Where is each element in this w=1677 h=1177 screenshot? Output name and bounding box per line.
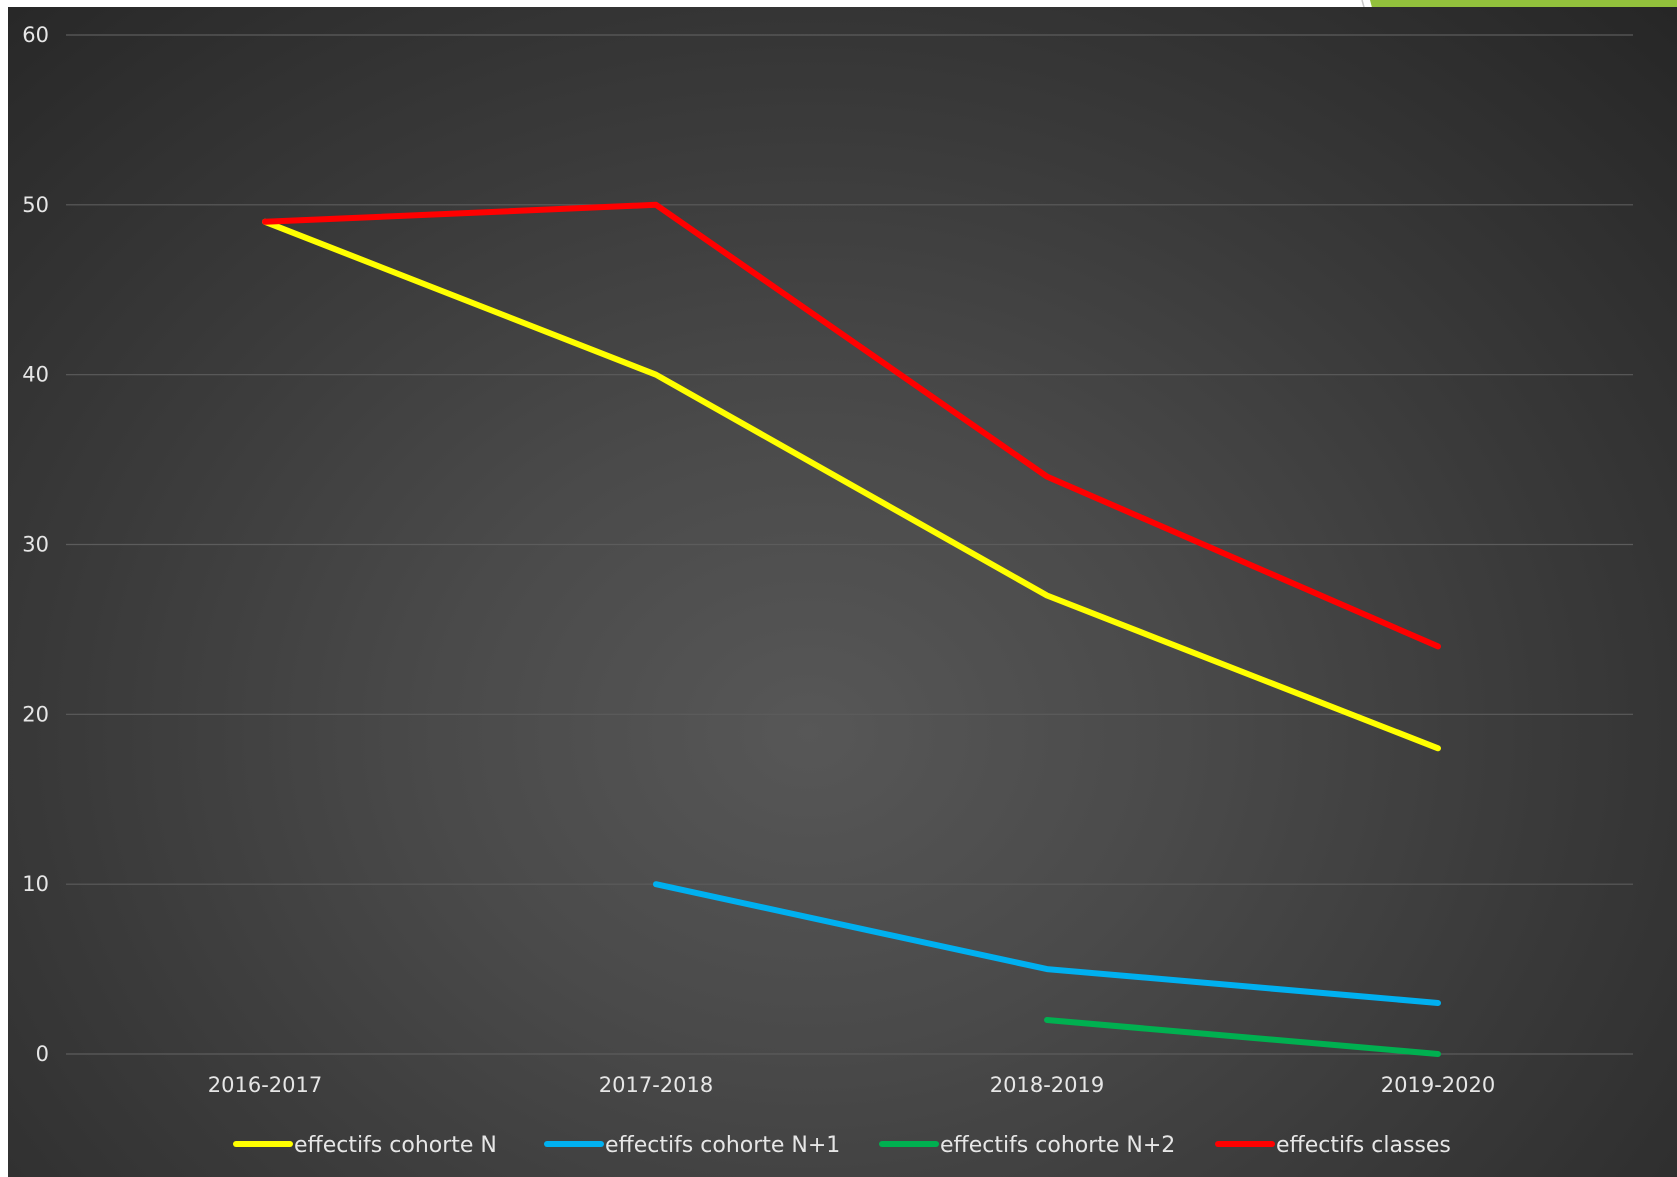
- x-tick-label: 2016-2017: [208, 1073, 322, 1097]
- y-tick-label: 60: [22, 23, 49, 47]
- gridlines: [66, 34, 1633, 1055]
- legend-item: effectifs cohorte N: [233, 1133, 497, 1158]
- y-tick-label: 50: [22, 193, 49, 217]
- legend-label: effectifs classes: [1276, 1133, 1451, 1158]
- x-tick-label: 2018-2019: [990, 1073, 1104, 1097]
- y-tick-label: 10: [22, 872, 49, 896]
- legend-label: effectifs cohorte N+1: [605, 1133, 840, 1158]
- x-tick-label: 2017-2018: [599, 1073, 713, 1097]
- series-line: [1044, 1017, 1441, 1057]
- y-tick-label: 0: [36, 1042, 49, 1066]
- line-chart: 0 10 20 30 40 50 60 2016-2017 2017-2018 2018-201…: [22, 23, 1633, 1158]
- legend-label: effectifs cohorte N: [294, 1133, 497, 1158]
- y-tick-label: 40: [22, 363, 49, 387]
- y-tick-label: 30: [22, 533, 49, 557]
- legend-label: effectifs cohorte N+2: [940, 1133, 1175, 1158]
- legend-item: effectifs cohorte N+2: [879, 1133, 1175, 1158]
- legend-item: effectifs classes: [1215, 1133, 1451, 1158]
- legend-item: effectifs cohorte N+1: [544, 1133, 840, 1158]
- y-axis: 0 10 20 30 40 50 60: [22, 23, 49, 1066]
- x-axis: 2016-2017 2017-2018 2018-2019 2019-2020: [208, 1073, 1495, 1097]
- y-tick-label: 20: [22, 702, 49, 726]
- series-line: [262, 218, 1441, 752]
- x-tick-label: 2019-2020: [1381, 1073, 1495, 1097]
- plot-area: [262, 201, 1441, 1057]
- series-line: [653, 881, 1441, 1006]
- chart-panel: 0 10 20 30 40 50 60 2016-2017 2017-2018 2018-201…: [8, 7, 1677, 1177]
- series-line: [262, 201, 1441, 650]
- legend: effectifs cohorte N effectifs cohorte N+1…: [233, 1133, 1451, 1158]
